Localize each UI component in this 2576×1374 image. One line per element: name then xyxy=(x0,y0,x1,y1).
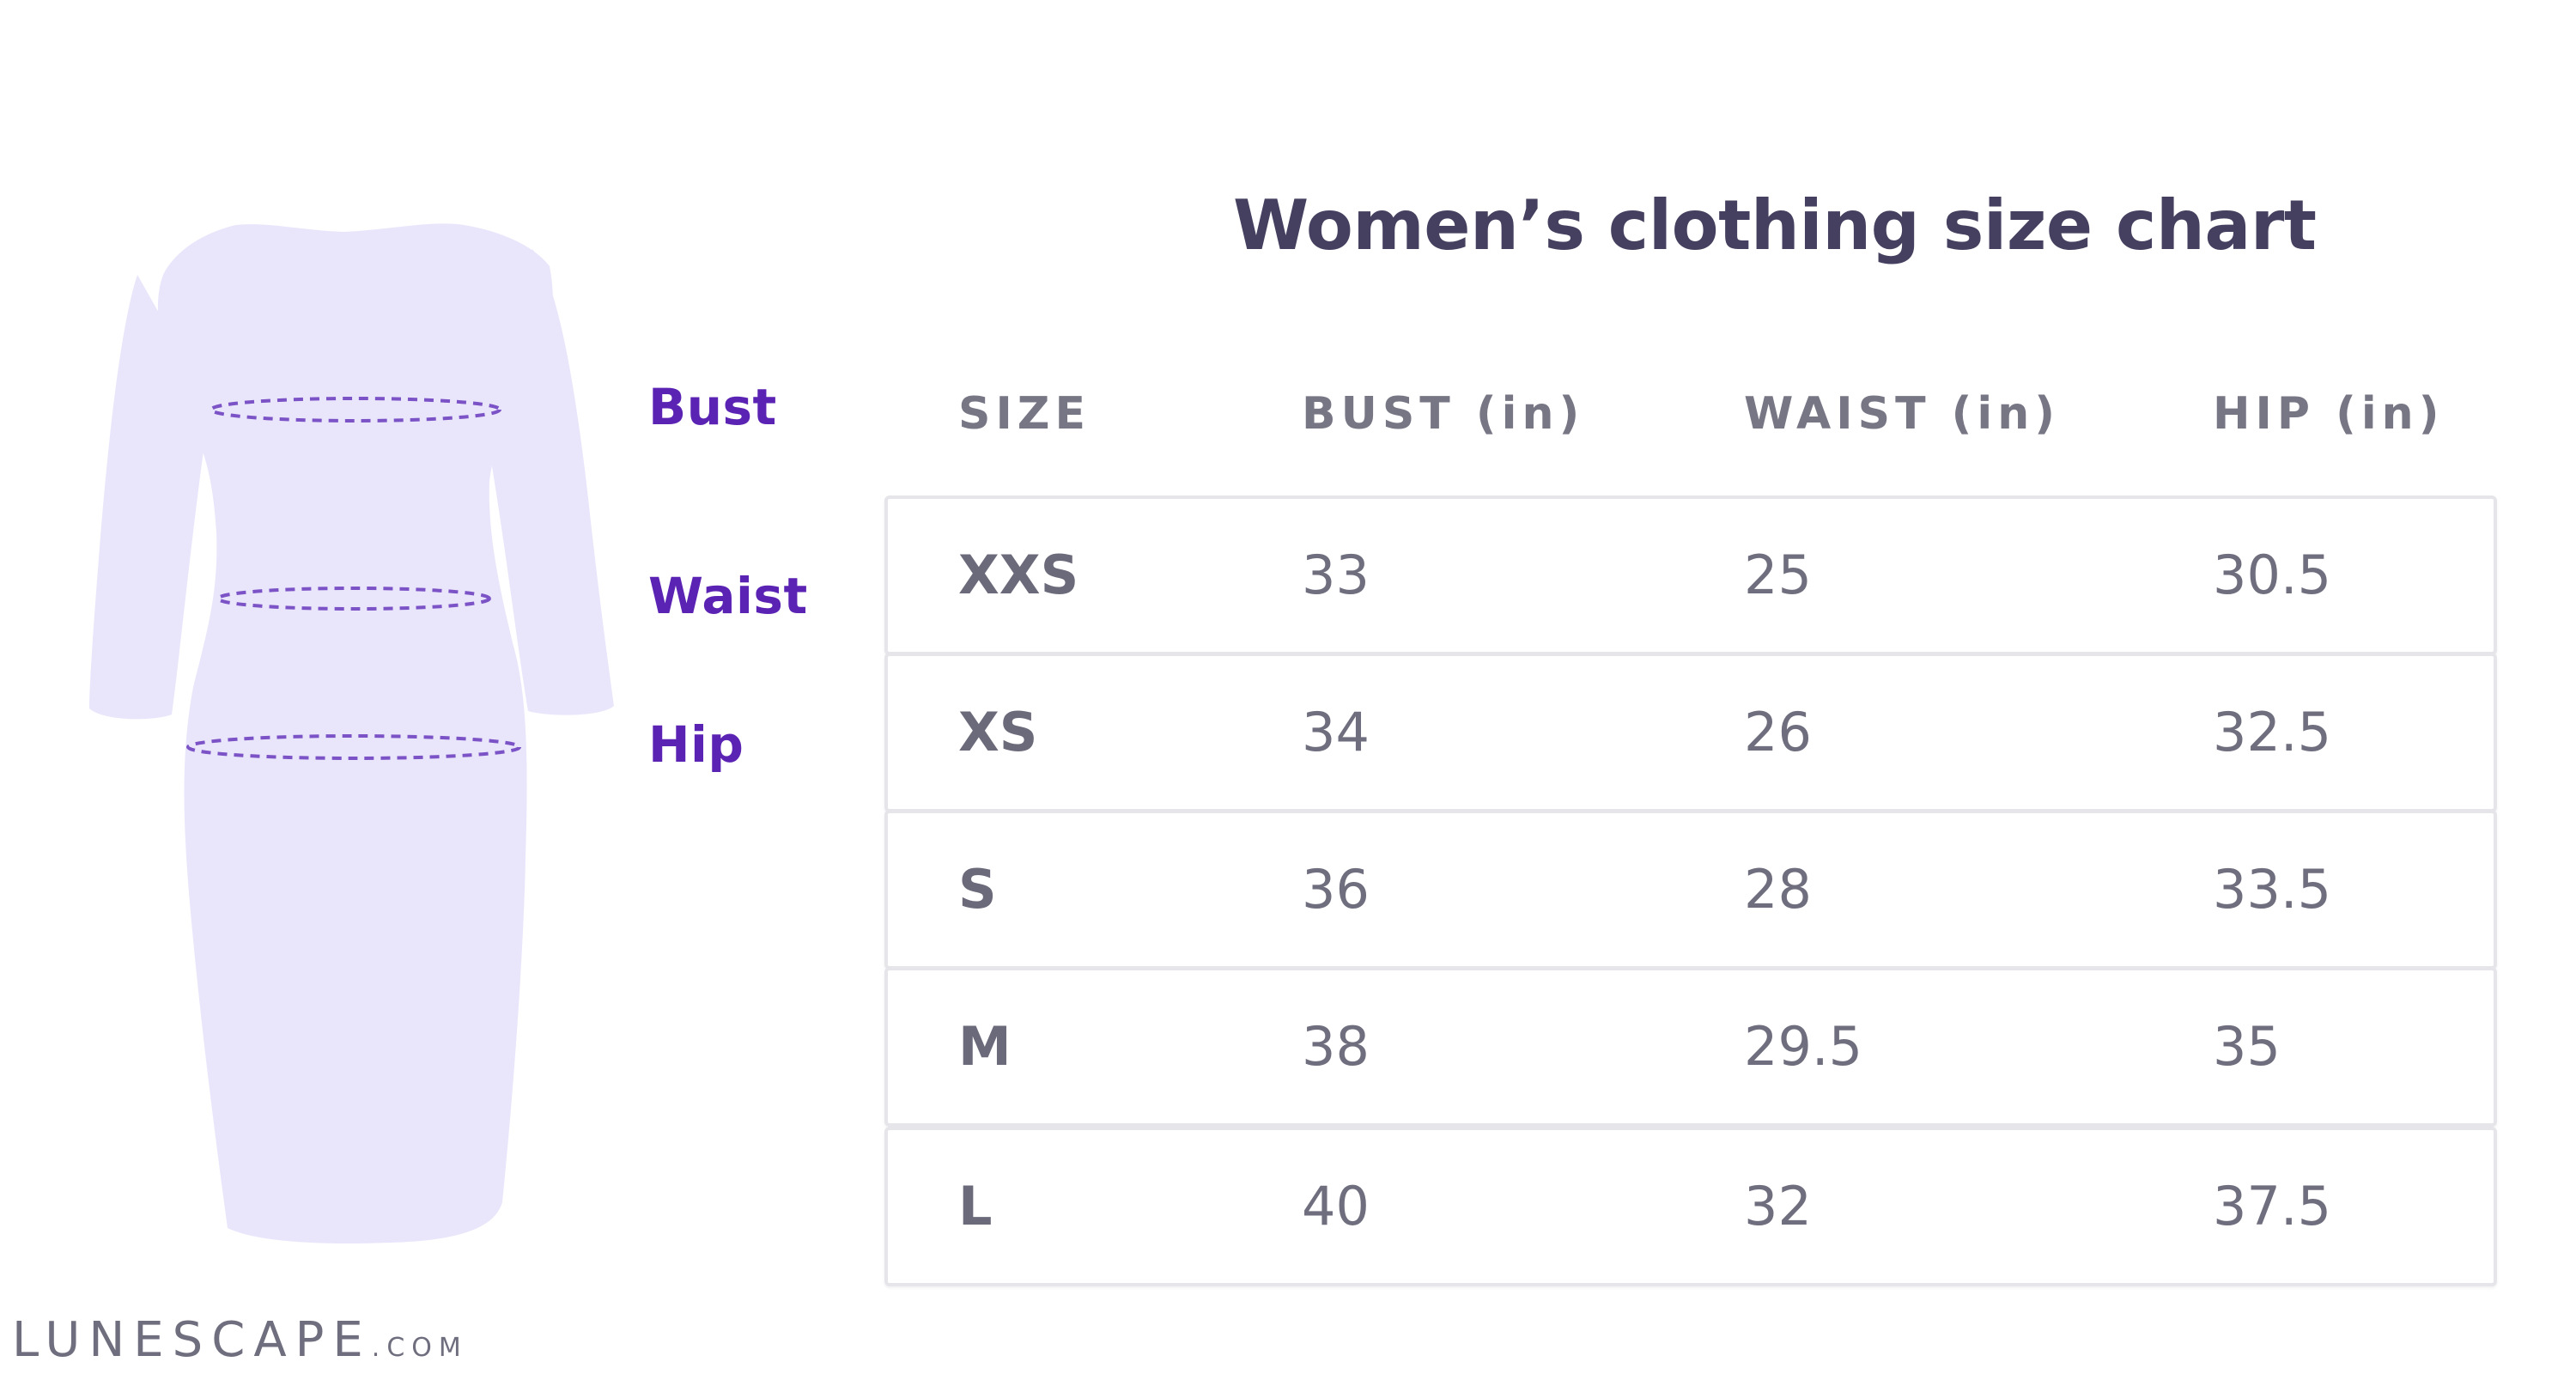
dress-illustration xyxy=(89,223,614,1244)
bust-cell: 38 xyxy=(1302,1015,1370,1078)
size-cell: S xyxy=(958,858,997,921)
bust-line xyxy=(210,397,501,423)
logo-domain: .COM xyxy=(371,1333,468,1363)
column-header-size: SIZE xyxy=(958,388,1091,440)
hip-cell: 33.5 xyxy=(2213,858,2332,921)
table-row: M 38 29.5 35 xyxy=(884,967,2497,1127)
column-header-waist: WAIST (in) xyxy=(1744,388,2061,440)
size-table: XXS 33 25 30.5 XS 34 26 32.5 S 36 28 33.… xyxy=(884,495,2497,1290)
table-row: L 40 32 37.5 xyxy=(884,1127,2497,1286)
hip-cell: 32.5 xyxy=(2213,701,2332,763)
bust-cell: 36 xyxy=(1302,858,1370,921)
column-header-hip: HIP (in) xyxy=(2213,388,2445,440)
size-cell: L xyxy=(958,1175,993,1237)
dress-silhouette-icon xyxy=(89,223,614,1244)
hip-cell: 35 xyxy=(2213,1015,2281,1078)
size-cell: XS xyxy=(958,701,1038,763)
waist-cell: 32 xyxy=(1744,1175,1812,1237)
logo-wordmark: LUNESCAPE xyxy=(12,1312,372,1368)
table-row: XXS 33 25 30.5 xyxy=(884,495,2497,655)
table-row: S 36 28 33.5 xyxy=(884,810,2497,970)
hip-cell: 30.5 xyxy=(2213,544,2332,606)
hip-line xyxy=(186,734,521,760)
chart-title: Women’s clothing size chart xyxy=(1233,185,2317,265)
brand-logo: LUNESCAPE.COM xyxy=(12,1312,468,1372)
waist-label: Waist xyxy=(648,567,808,625)
bust-label: Bust xyxy=(648,378,777,436)
bust-cell: 33 xyxy=(1302,544,1370,606)
column-header-bust: BUST (in) xyxy=(1302,388,1585,440)
bust-cell: 34 xyxy=(1302,701,1370,763)
size-cell: M xyxy=(958,1015,1012,1078)
measurement-lines xyxy=(186,397,521,760)
size-cell: XXS xyxy=(958,544,1079,606)
waist-cell: 28 xyxy=(1744,858,1812,921)
waist-cell: 26 xyxy=(1744,701,1812,763)
table-row: XS 34 26 32.5 xyxy=(884,653,2497,812)
waist-cell: 29.5 xyxy=(1744,1015,1863,1078)
waist-line xyxy=(216,587,491,611)
hip-label: Hip xyxy=(648,715,744,774)
hip-cell: 37.5 xyxy=(2213,1175,2332,1237)
waist-cell: 25 xyxy=(1744,544,1812,606)
bust-cell: 40 xyxy=(1302,1175,1370,1237)
